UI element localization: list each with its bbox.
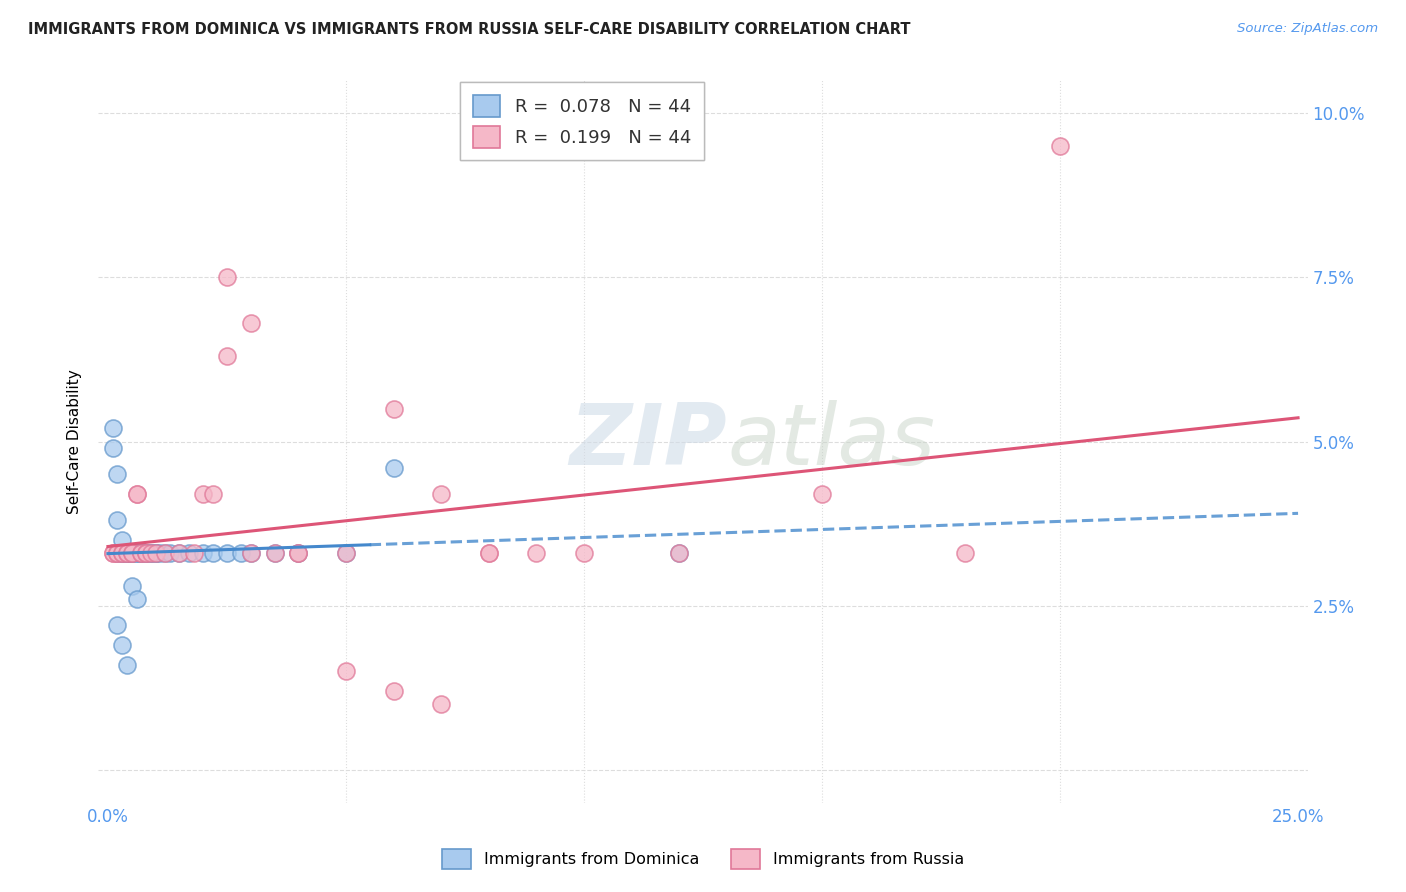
Point bbox=[382, 684, 405, 698]
Point bbox=[335, 665, 357, 679]
Point bbox=[287, 546, 309, 560]
Point bbox=[169, 546, 191, 560]
Point bbox=[125, 592, 148, 607]
Point bbox=[129, 546, 152, 560]
Point bbox=[135, 546, 157, 560]
Point bbox=[139, 546, 162, 560]
Point bbox=[177, 546, 200, 560]
Point bbox=[201, 487, 224, 501]
Point bbox=[111, 546, 134, 560]
Point bbox=[811, 487, 834, 501]
Point bbox=[125, 487, 148, 501]
Point bbox=[191, 546, 214, 560]
Point bbox=[287, 546, 309, 560]
Point bbox=[1049, 139, 1071, 153]
Point bbox=[149, 546, 172, 560]
Point bbox=[107, 546, 129, 560]
Point bbox=[125, 546, 148, 560]
Y-axis label: Self-Care Disability: Self-Care Disability bbox=[67, 369, 83, 514]
Point bbox=[111, 546, 134, 560]
Point bbox=[335, 546, 357, 560]
Point bbox=[107, 618, 129, 632]
Point bbox=[135, 546, 157, 560]
Point bbox=[153, 546, 176, 560]
Text: ZIP: ZIP bbox=[569, 400, 727, 483]
Text: Source: ZipAtlas.com: Source: ZipAtlas.com bbox=[1237, 22, 1378, 36]
Point bbox=[121, 546, 143, 560]
Point bbox=[263, 546, 285, 560]
Point bbox=[139, 546, 162, 560]
Point bbox=[215, 349, 238, 363]
Point bbox=[239, 546, 262, 560]
Point bbox=[191, 487, 214, 501]
Legend: Immigrants from Dominica, Immigrants from Russia: Immigrants from Dominica, Immigrants fro… bbox=[436, 843, 970, 875]
Point bbox=[953, 546, 976, 560]
Point bbox=[145, 546, 167, 560]
Point bbox=[430, 698, 453, 712]
Point bbox=[382, 401, 405, 416]
Point bbox=[287, 546, 309, 560]
Point bbox=[125, 546, 148, 560]
Point bbox=[169, 546, 191, 560]
Point bbox=[478, 546, 501, 560]
Point bbox=[115, 546, 138, 560]
Point bbox=[121, 579, 143, 593]
Point bbox=[430, 487, 453, 501]
Point bbox=[115, 546, 138, 560]
Point bbox=[382, 460, 405, 475]
Point bbox=[111, 546, 134, 560]
Point bbox=[111, 546, 134, 560]
Point bbox=[111, 533, 134, 547]
Point bbox=[121, 546, 143, 560]
Point bbox=[115, 546, 138, 560]
Point bbox=[111, 638, 134, 652]
Point bbox=[101, 546, 124, 560]
Point bbox=[115, 546, 138, 560]
Point bbox=[572, 546, 595, 560]
Point bbox=[107, 513, 129, 527]
Point bbox=[239, 316, 262, 330]
Point bbox=[107, 546, 129, 560]
Point bbox=[135, 546, 157, 560]
Point bbox=[129, 546, 152, 560]
Point bbox=[139, 546, 162, 560]
Point bbox=[101, 421, 124, 435]
Point bbox=[115, 657, 138, 672]
Point bbox=[668, 546, 690, 560]
Point bbox=[263, 546, 285, 560]
Point bbox=[215, 270, 238, 285]
Point bbox=[121, 546, 143, 560]
Point bbox=[121, 546, 143, 560]
Point bbox=[239, 546, 262, 560]
Point bbox=[121, 546, 143, 560]
Point bbox=[335, 546, 357, 560]
Point bbox=[145, 546, 167, 560]
Point bbox=[135, 546, 157, 560]
Point bbox=[159, 546, 181, 560]
Point bbox=[524, 546, 547, 560]
Point bbox=[145, 546, 167, 560]
Point bbox=[201, 546, 224, 560]
Point bbox=[107, 467, 129, 482]
Point bbox=[107, 546, 129, 560]
Legend: R =  0.078   N = 44, R =  0.199   N = 44: R = 0.078 N = 44, R = 0.199 N = 44 bbox=[461, 82, 703, 161]
Point bbox=[129, 546, 152, 560]
Point bbox=[183, 546, 205, 560]
Text: IMMIGRANTS FROM DOMINICA VS IMMIGRANTS FROM RUSSIA SELF-CARE DISABILITY CORRELAT: IMMIGRANTS FROM DOMINICA VS IMMIGRANTS F… bbox=[28, 22, 911, 37]
Point bbox=[125, 487, 148, 501]
Point bbox=[115, 546, 138, 560]
Point bbox=[101, 546, 124, 560]
Point bbox=[668, 546, 690, 560]
Point bbox=[129, 546, 152, 560]
Point bbox=[478, 546, 501, 560]
Point bbox=[101, 441, 124, 455]
Point bbox=[231, 546, 253, 560]
Text: atlas: atlas bbox=[727, 400, 935, 483]
Point bbox=[153, 546, 176, 560]
Point bbox=[215, 546, 238, 560]
